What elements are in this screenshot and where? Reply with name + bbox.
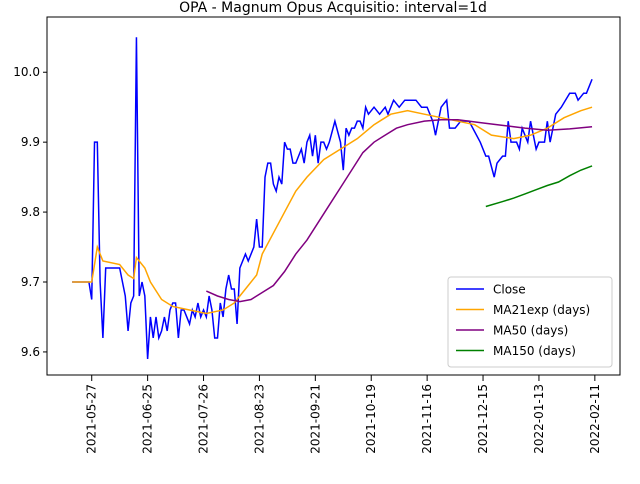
x-tick-label: 2022-01-13 (532, 384, 546, 454)
series-line (485, 165, 593, 208)
y-tick-label: 9.8 (21, 205, 40, 219)
x-tick-label: 2021-08-23 (252, 384, 266, 454)
x-tick-label: 2021-12-15 (476, 384, 490, 454)
legend-box (447, 276, 613, 368)
y-tick-label: 10.0 (13, 65, 40, 79)
x-tick-label: 2021-07-26 (197, 384, 211, 454)
legend-label: MA50 (days) (493, 324, 568, 338)
x-tick-label: 2021-05-27 (85, 384, 99, 454)
legend-label: Close (493, 283, 526, 297)
x-tick-label: 2021-11-16 (420, 384, 434, 454)
chart-title: OPA - Magnum Opus Acquisitio: interval=1… (179, 0, 487, 16)
axes-frame (46, 16, 621, 376)
x-tick-label: 2021-09-21 (308, 384, 322, 454)
series-line (72, 106, 593, 315)
series-line (206, 119, 593, 303)
x-tick-label: 2021-10-19 (364, 384, 378, 454)
y-tick-label: 9.6 (21, 345, 40, 359)
series-line (72, 37, 593, 359)
x-tick-label: 2021-06-25 (141, 384, 155, 454)
legend-label: MA150 (days) (493, 344, 576, 358)
y-tick-label: 9.7 (21, 275, 40, 289)
legend-label: MA21exp (days) (493, 303, 590, 317)
x-tick-label: 2022-02-11 (588, 384, 602, 454)
y-tick-label: 9.9 (21, 135, 40, 149)
